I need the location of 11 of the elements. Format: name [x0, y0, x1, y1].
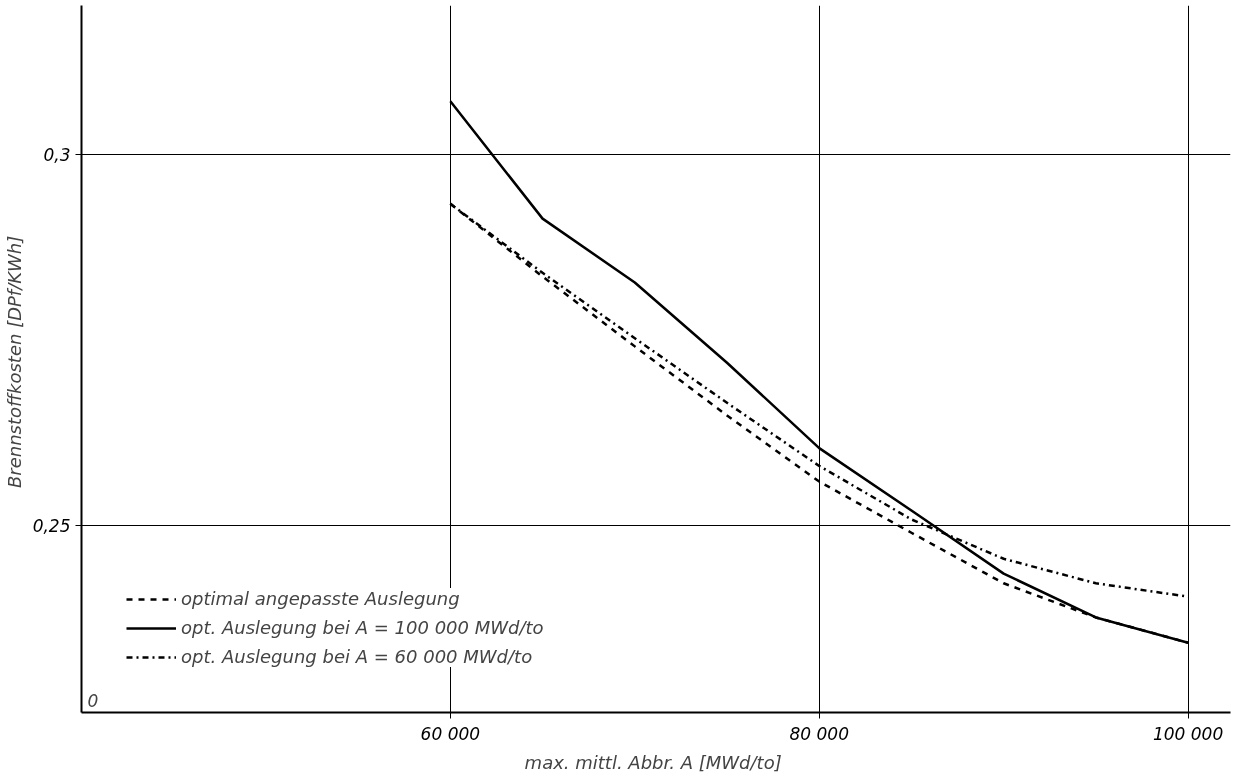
y-tick-label: 0,25 [32, 515, 71, 536]
legend-label: optimal angepasste Auslegung [181, 588, 460, 609]
legend-label: opt. Auslegung bei A = 60 000 MWd/to [181, 646, 533, 667]
annotation: 0 [87, 690, 99, 711]
legend-label: opt. Auslegung bei A = 100 000 MWd/to [181, 617, 544, 638]
x-tick-label: 80 000 [789, 723, 849, 744]
x-axis-title: max. mittl. Abbr. A [MWd/to] [524, 751, 782, 773]
x-tick-label: 60 000 [420, 723, 481, 744]
y-tick-label: 0,3 [43, 144, 71, 165]
x-tick-label: 100 000 [1152, 723, 1224, 744]
y-axis-title: Brennstoffkosten [DPf/KWh] [3, 235, 25, 489]
